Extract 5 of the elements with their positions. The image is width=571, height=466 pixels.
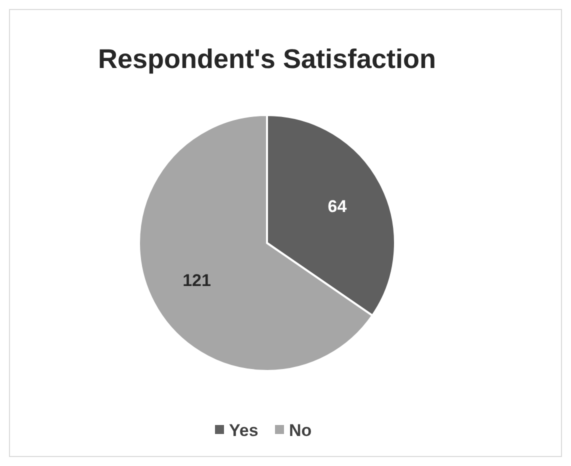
legend-label: Yes — [229, 420, 258, 440]
data-label: 121 — [182, 270, 211, 290]
chart-title: Respondent's Satisfaction — [98, 44, 436, 74]
legend-label: No — [289, 420, 312, 440]
data-label: 64 — [328, 197, 348, 216]
